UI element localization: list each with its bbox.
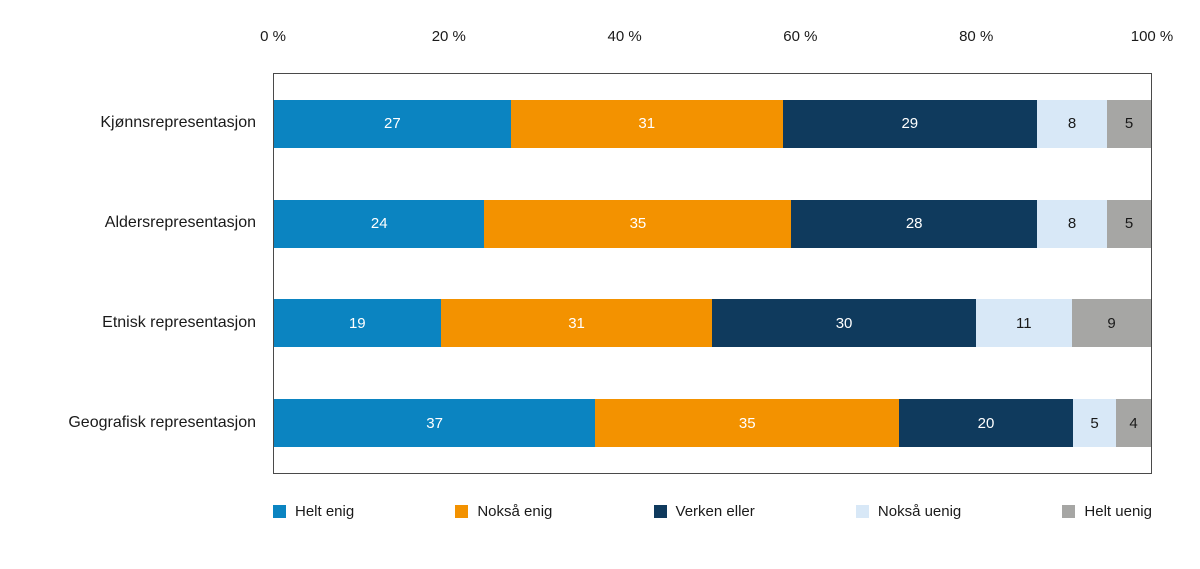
bar-value-label: 8 bbox=[1067, 215, 1077, 233]
bar-segment: 29 bbox=[782, 99, 1037, 148]
legend-swatch bbox=[1062, 505, 1076, 518]
bar-segment: 20 bbox=[899, 399, 1073, 448]
bar-value-label: 31 bbox=[638, 115, 656, 133]
bar-value-label: 4 bbox=[1129, 414, 1138, 432]
legend-label: Nokså uenig bbox=[877, 503, 962, 520]
bar-segment: 31 bbox=[510, 99, 783, 148]
stacked-bar: 24 35 28 8 5 bbox=[274, 199, 1151, 248]
bar-segment: 35 bbox=[595, 399, 900, 448]
x-axis-tick-label: 0 % bbox=[260, 28, 286, 45]
bar-value-label: 20 bbox=[977, 414, 995, 432]
bar-segment: 8 bbox=[1036, 99, 1108, 148]
bar-value-label: 35 bbox=[629, 215, 647, 233]
legend-label: Verken eller bbox=[675, 503, 755, 520]
bar-segment: 5 bbox=[1107, 199, 1151, 248]
bar-segment: 31 bbox=[440, 299, 713, 348]
bar-value-label: 37 bbox=[426, 414, 443, 432]
legend-swatch bbox=[273, 505, 286, 518]
category-label: Geografisk representasjon bbox=[68, 414, 256, 431]
bar-segment: 4 bbox=[1116, 399, 1151, 448]
legend-label: Helt enig bbox=[295, 503, 355, 520]
bar-row: 24 35 28 8 5 bbox=[274, 174, 1151, 274]
bar-value-label: 31 bbox=[568, 314, 585, 332]
bar-segment: 35 bbox=[484, 199, 792, 248]
legend-swatch bbox=[855, 505, 869, 518]
plot-area: 27 31 29 8 5 24 35 28 8 5 19 31 30 11 9 37 35 20 5 4 bbox=[273, 73, 1152, 474]
bar-segment: 37 bbox=[274, 399, 596, 448]
bar-value-label: 28 bbox=[905, 215, 923, 233]
bar-value-label: 29 bbox=[901, 115, 919, 133]
bar-value-label: 27 bbox=[384, 115, 401, 133]
bar-row: 37 35 20 5 4 bbox=[274, 373, 1151, 473]
legend-item: Helt uenig bbox=[1062, 503, 1152, 520]
stacked-bar: 27 31 29 8 5 bbox=[274, 99, 1151, 148]
category-label: Kjønnsrepresentasjon bbox=[100, 114, 256, 131]
legend-item: Helt enig bbox=[273, 503, 354, 520]
bar-row: 19 31 30 11 9 bbox=[274, 274, 1151, 374]
bar-value-label: 9 bbox=[1107, 314, 1116, 332]
category-label: Etnisk representasjon bbox=[102, 314, 256, 331]
legend: Helt enig Nokså enig Verken eller Nokså uen… bbox=[273, 503, 1152, 520]
legend-label: Helt uenig bbox=[1084, 503, 1152, 520]
bar-segment: 8 bbox=[1036, 199, 1108, 248]
bar-segment: 30 bbox=[712, 299, 976, 348]
bar-segment: 5 bbox=[1072, 399, 1117, 448]
bar-segment: 19 bbox=[274, 299, 441, 348]
bar-value-label: 24 bbox=[370, 215, 388, 233]
x-axis-tick-label: 80 % bbox=[959, 28, 994, 45]
x-axis-tick-label: 40 % bbox=[607, 28, 642, 45]
bar-value-label: 8 bbox=[1067, 115, 1077, 133]
legend-item: Nokså enig bbox=[455, 503, 552, 520]
bar-value-label: 5 bbox=[1090, 414, 1099, 432]
bar-segment: 24 bbox=[274, 199, 485, 248]
bar-value-label: 19 bbox=[348, 314, 366, 332]
category-label: Aldersrepresentasjon bbox=[104, 214, 256, 231]
legend-swatch bbox=[455, 505, 469, 518]
legend-item: Verken eller bbox=[653, 503, 755, 520]
bar-value-label: 5 bbox=[1124, 115, 1134, 133]
bar-segment: 27 bbox=[274, 99, 511, 148]
x-axis-tick-label: 20 % bbox=[431, 28, 466, 45]
bar-segment: 28 bbox=[791, 199, 1037, 248]
bar-row: 27 31 29 8 5 bbox=[274, 74, 1151, 174]
bar-value-label: 35 bbox=[738, 414, 756, 432]
bar-segment: 5 bbox=[1107, 99, 1151, 148]
bar-value-label: 30 bbox=[835, 314, 853, 332]
bar-segment: 9 bbox=[1072, 299, 1151, 348]
stacked-bar: 19 31 30 11 9 bbox=[274, 299, 1151, 348]
bar-segment: 11 bbox=[975, 299, 1073, 348]
legend-swatch bbox=[653, 505, 667, 518]
x-axis-tick-label: 100 % bbox=[1130, 28, 1174, 45]
legend-item: Nokså uenig bbox=[855, 503, 962, 520]
x-axis-tick-label: 60 % bbox=[783, 28, 818, 45]
stacked-bar: 37 35 20 5 4 bbox=[274, 399, 1151, 448]
bar-value-label: 11 bbox=[1016, 314, 1032, 332]
bar-value-label: 5 bbox=[1124, 215, 1134, 233]
legend-label: Nokså enig bbox=[477, 503, 553, 520]
